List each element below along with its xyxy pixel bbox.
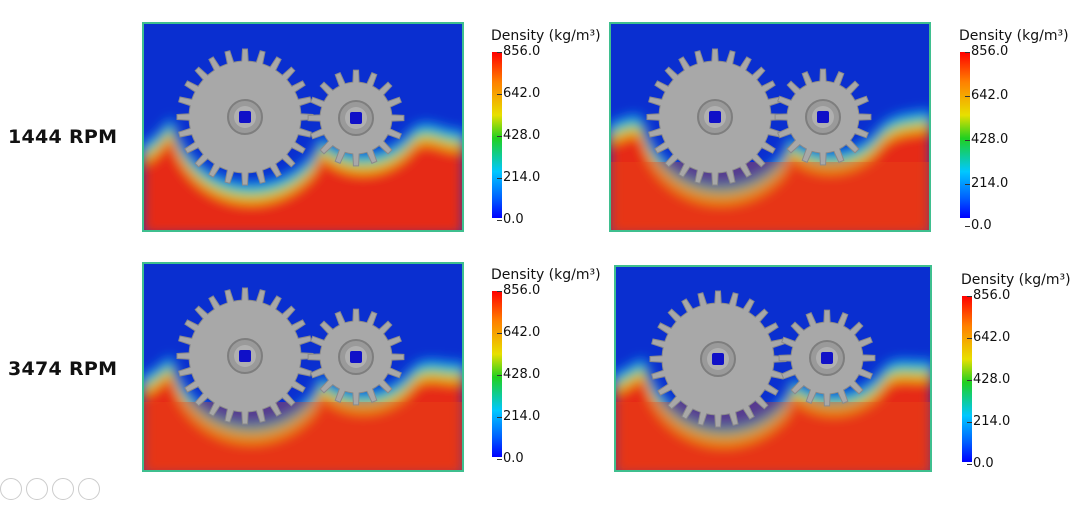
colorbar-title: Density (kg/m³)	[961, 272, 1071, 288]
colorbar-tick: 642.0	[964, 88, 1009, 103]
colorbar-tick: 214.0	[964, 176, 1009, 191]
colorbar-tick: 856.0	[496, 283, 541, 298]
row-label-3474-rpm: 3474 RPM	[8, 358, 118, 380]
simulation-panel-3474-rpm-b	[614, 265, 932, 472]
colorbar-gradient	[492, 291, 502, 457]
pagination-dot[interactable]	[52, 478, 74, 500]
colorbar-tick: 214.0	[496, 409, 541, 424]
colorbar-gradient	[492, 52, 502, 218]
colorbar-tick: 856.0	[966, 288, 1011, 303]
density-field	[142, 262, 464, 472]
colorbar-gradient	[960, 52, 970, 218]
colorbar-tick: 0.0	[497, 451, 524, 466]
pagination-dot[interactable]	[0, 478, 22, 500]
simulation-panel-1444-rpm-b	[609, 22, 931, 232]
colorbar-tick: 856.0	[496, 44, 541, 59]
colorbar-tick: 642.0	[496, 86, 541, 101]
colorbar-tick: 0.0	[967, 456, 994, 471]
row-label-1444-rpm: 1444 RPM	[8, 126, 118, 148]
density-field	[609, 22, 931, 232]
colorbar-title: Density (kg/m³)	[491, 267, 601, 283]
simulation-panel-3474-rpm-a	[142, 262, 464, 472]
colorbar-tick: 428.0	[496, 128, 541, 143]
pagination-dot[interactable]	[78, 478, 100, 500]
density-field	[142, 22, 464, 232]
colorbar-tick: 0.0	[497, 212, 524, 227]
colorbar-tick: 642.0	[966, 330, 1011, 345]
colorbar-gradient	[962, 296, 972, 462]
density-colorbar-2: Density (kg/m³) 856.0 642.0 428.0 214.0 …	[959, 28, 1069, 243]
colorbar-tick: 428.0	[964, 132, 1009, 147]
pagination-dot[interactable]	[26, 478, 48, 500]
colorbar-tick: 428.0	[496, 367, 541, 382]
colorbar-tick: 428.0	[966, 372, 1011, 387]
colorbar-title: Density (kg/m³)	[959, 28, 1069, 44]
colorbar-tick: 214.0	[496, 170, 541, 185]
density-colorbar-3: Density (kg/m³) 856.0 642.0 428.0 214.0 …	[491, 267, 601, 482]
density-colorbar-4: Density (kg/m³) 856.0 642.0 428.0 214.0 …	[961, 272, 1071, 487]
colorbar-title: Density (kg/m³)	[491, 28, 601, 44]
density-field	[614, 265, 932, 472]
density-colorbar-1: Density (kg/m³) 856.0 642.0 428.0 214.0 …	[491, 28, 601, 243]
simulation-panel-1444-rpm-a	[142, 22, 464, 232]
colorbar-tick: 856.0	[964, 44, 1009, 59]
colorbar-tick: 0.0	[965, 218, 992, 233]
pagination-dots	[0, 478, 104, 505]
colorbar-tick: 642.0	[496, 325, 541, 340]
colorbar-tick: 214.0	[966, 414, 1011, 429]
